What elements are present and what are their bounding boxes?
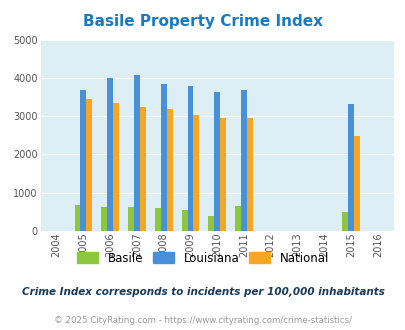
Bar	[234, 206, 241, 231]
Bar	[113, 103, 119, 231]
Bar	[86, 99, 92, 231]
Text: Crime Index corresponds to incidents per 100,000 inhabitants: Crime Index corresponds to incidents per…	[21, 287, 384, 297]
Text: © 2025 CityRating.com - https://www.cityrating.com/crime-statistics/: © 2025 CityRating.com - https://www.city…	[54, 315, 351, 325]
Legend: Basile, Louisiana, National: Basile, Louisiana, National	[77, 252, 328, 265]
Bar	[166, 109, 172, 231]
Bar	[347, 104, 353, 231]
Bar	[353, 136, 359, 231]
Bar	[341, 212, 347, 231]
Bar	[160, 84, 166, 231]
Bar	[80, 90, 86, 231]
Bar	[107, 78, 113, 231]
Bar	[208, 216, 214, 231]
Bar	[246, 118, 252, 231]
Bar	[101, 207, 107, 231]
Text: Basile Property Crime Index: Basile Property Crime Index	[83, 14, 322, 29]
Bar	[241, 90, 246, 231]
Bar	[181, 210, 187, 231]
Bar	[134, 75, 140, 231]
Bar	[187, 85, 193, 231]
Bar	[220, 118, 226, 231]
Bar	[193, 115, 199, 231]
Bar	[75, 205, 80, 231]
Bar	[154, 209, 160, 231]
Bar	[214, 92, 220, 231]
Bar	[140, 107, 145, 231]
Bar	[128, 207, 134, 231]
